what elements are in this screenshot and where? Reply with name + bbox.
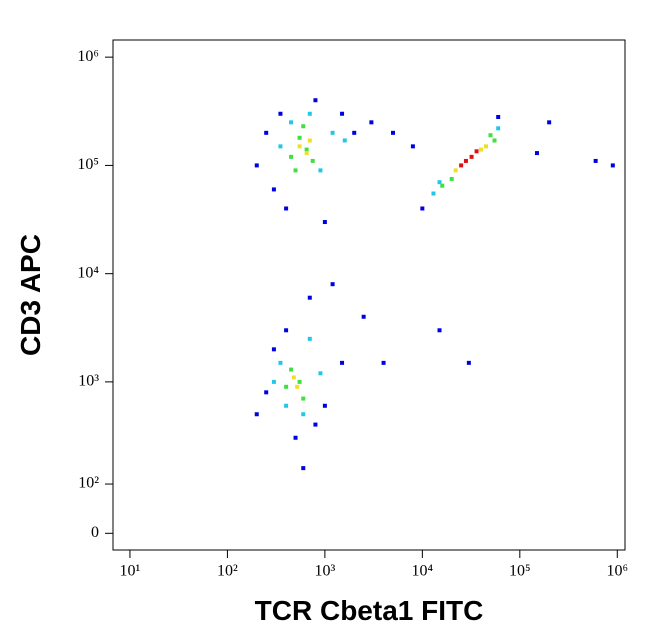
data-point <box>391 130 396 135</box>
data-point <box>410 144 415 149</box>
data-point <box>278 144 283 149</box>
data-point <box>271 187 276 192</box>
data-point <box>307 111 312 116</box>
x-axis-label: TCR Cbeta1 FITC <box>255 595 484 626</box>
data-point <box>289 367 294 372</box>
data-point <box>479 147 484 152</box>
data-point <box>278 360 283 365</box>
data-point <box>254 412 259 417</box>
data-point <box>322 403 327 408</box>
x-tick-label: 10¹ <box>120 563 141 580</box>
data-point <box>313 98 318 103</box>
data-point <box>322 220 327 225</box>
x-tick-label: 10⁴ <box>412 563 434 580</box>
data-point <box>369 120 374 125</box>
data-point <box>284 206 289 211</box>
data-point <box>284 384 289 389</box>
y-axis-label: CD3 APC <box>15 234 46 356</box>
data-point <box>307 336 312 341</box>
data-point <box>278 111 283 116</box>
data-point <box>496 126 501 131</box>
data-point <box>313 422 318 427</box>
data-point <box>284 328 289 333</box>
data-point <box>340 111 345 116</box>
data-point <box>361 314 366 319</box>
data-point <box>352 130 357 135</box>
data-point <box>301 124 306 129</box>
data-point <box>289 154 294 159</box>
data-point <box>484 144 489 149</box>
data-point <box>463 158 468 163</box>
x-tick-label: 10⁵ <box>509 563 531 580</box>
data-point <box>547 120 552 125</box>
data-point <box>342 138 347 143</box>
data-point <box>492 138 497 143</box>
data-point <box>301 412 306 417</box>
data-point <box>295 384 300 389</box>
data-point <box>593 158 598 163</box>
data-point <box>459 163 464 168</box>
data-point <box>381 360 386 365</box>
y-tick-label: 0 <box>91 524 99 541</box>
data-point <box>297 379 302 384</box>
y-tick-label: 10³ <box>78 373 99 390</box>
data-point <box>420 206 425 211</box>
data-point <box>496 115 501 120</box>
data-point <box>453 168 458 173</box>
data-point <box>254 163 259 168</box>
x-tick-label: 10³ <box>314 563 335 580</box>
x-tick-label: 10⁶ <box>606 563 628 580</box>
data-point <box>440 183 445 188</box>
data-point <box>340 360 345 365</box>
data-point <box>474 149 479 154</box>
data-point <box>271 347 276 352</box>
plot-frame <box>112 39 626 551</box>
data-point <box>297 144 302 149</box>
data-point <box>264 130 269 135</box>
y-tick-label: 10² <box>78 475 99 492</box>
data-point <box>307 295 312 300</box>
data-point <box>304 147 309 152</box>
data-point <box>307 138 312 143</box>
data-point <box>488 133 493 138</box>
data-point <box>310 158 315 163</box>
data-point <box>318 168 323 173</box>
y-tick-label: 10⁵ <box>77 156 99 173</box>
data-point <box>284 403 289 408</box>
y-tick-label: 10⁶ <box>77 48 99 65</box>
x-tick-label: 10² <box>217 563 238 580</box>
data-point <box>301 466 306 471</box>
data-point <box>291 375 296 380</box>
data-point <box>304 151 309 156</box>
data-point <box>534 151 539 156</box>
data-point <box>293 168 298 173</box>
data-point <box>289 120 294 125</box>
data-point <box>271 379 276 384</box>
data-point <box>469 154 474 159</box>
data-point <box>301 396 306 401</box>
y-tick-label: 10⁴ <box>77 264 99 281</box>
data-point <box>610 163 615 168</box>
data-point <box>330 130 335 135</box>
data-point <box>264 390 269 395</box>
data-point <box>449 176 454 181</box>
data-point <box>297 135 302 140</box>
data-point <box>466 360 471 365</box>
data-point <box>318 371 323 376</box>
data-point <box>330 282 335 287</box>
data-point <box>431 191 436 196</box>
data-point <box>437 180 442 185</box>
data-point <box>437 328 442 333</box>
data-point <box>293 435 298 440</box>
